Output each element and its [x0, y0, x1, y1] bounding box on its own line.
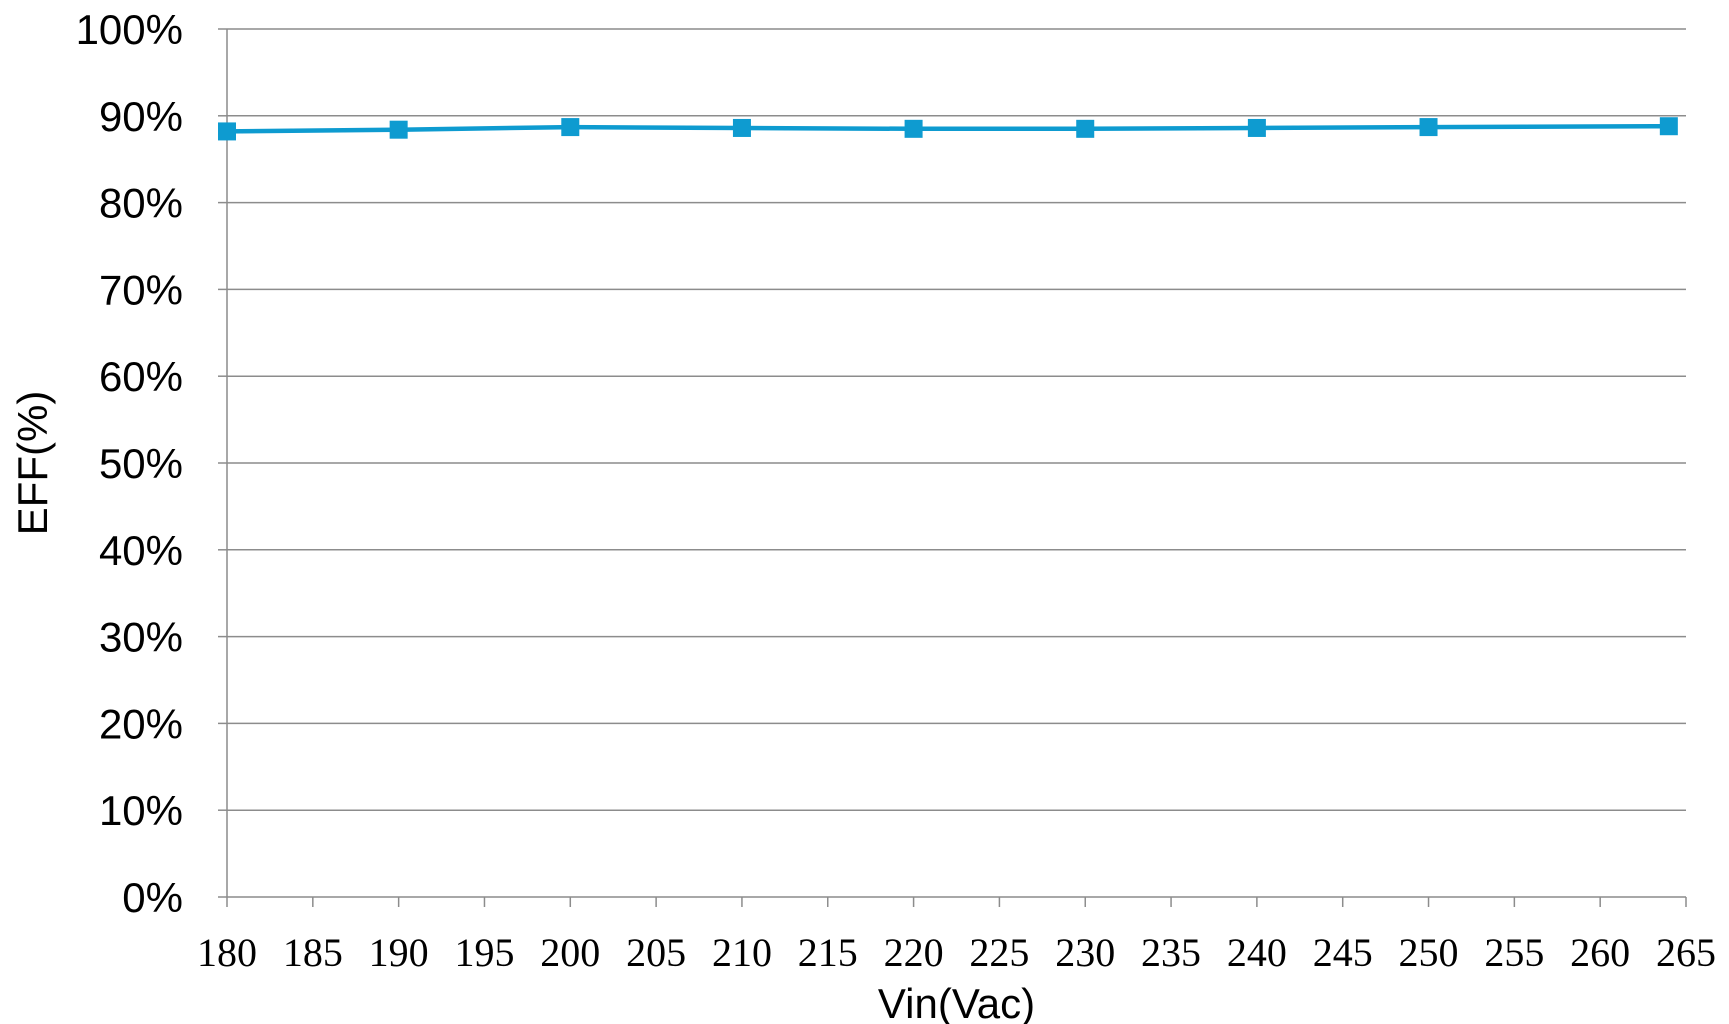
tick-labels: 0% 10% 20% 30% 40% 50% 60% 70% 80% 90% 100% 180 185 1… — [76, 6, 1716, 975]
x-tick-label: 235 — [1141, 930, 1201, 975]
y-tick-label: 0% — [122, 874, 183, 921]
data-point-marker — [732, 118, 751, 137]
x-tick-label: 210 — [712, 930, 772, 975]
data-point-marker — [218, 122, 236, 141]
x-tick-label: 220 — [884, 930, 944, 975]
x-tick-label: 200 — [540, 930, 600, 975]
efficiency-series-line — [226, 123, 1669, 134]
axes — [218, 28, 1687, 907]
gridlines — [227, 28, 1686, 811]
x-tick-label: 250 — [1399, 930, 1459, 975]
x-tick-label: 240 — [1227, 930, 1287, 975]
x-tick-label: 205 — [626, 930, 686, 975]
y-tick-label: 10% — [99, 787, 183, 834]
x-tick-label: 180 — [197, 930, 257, 975]
x-tick-label: 225 — [969, 930, 1029, 975]
x-tick-label: 255 — [1484, 930, 1544, 975]
y-tick-label: 90% — [99, 93, 183, 140]
y-tick-label: 30% — [99, 614, 183, 661]
x-tick-label: 195 — [454, 930, 514, 975]
x-axis-title: Vin(Vac) — [878, 980, 1035, 1024]
x-tick-label: 230 — [1055, 930, 1115, 975]
data-point-marker — [904, 119, 923, 138]
x-tick-label: 190 — [369, 930, 429, 975]
data-point-marker — [1247, 118, 1266, 137]
y-axis-title: EFF(%) — [9, 391, 56, 536]
y-tick-label: 60% — [99, 353, 183, 400]
x-tick-label: 185 — [283, 930, 343, 975]
data-point-marker — [389, 120, 408, 139]
y-tick-label: 70% — [99, 266, 183, 313]
y-tick-label: 100% — [76, 6, 183, 53]
data-point-marker — [1076, 119, 1095, 138]
data-point-marker — [1419, 118, 1438, 137]
y-tick-label: 20% — [99, 700, 183, 747]
data-series — [218, 117, 1678, 141]
y-tick-label: 80% — [99, 180, 183, 227]
y-tick-label: 40% — [99, 527, 183, 574]
data-point-marker — [561, 118, 580, 137]
y-tick-label: 50% — [99, 440, 183, 487]
x-tick-label: 265 — [1656, 930, 1716, 975]
x-tick-label: 245 — [1313, 930, 1373, 975]
x-tick-label: 215 — [798, 930, 858, 975]
data-point-marker — [1659, 117, 1678, 136]
x-tick-label: 260 — [1570, 930, 1630, 975]
